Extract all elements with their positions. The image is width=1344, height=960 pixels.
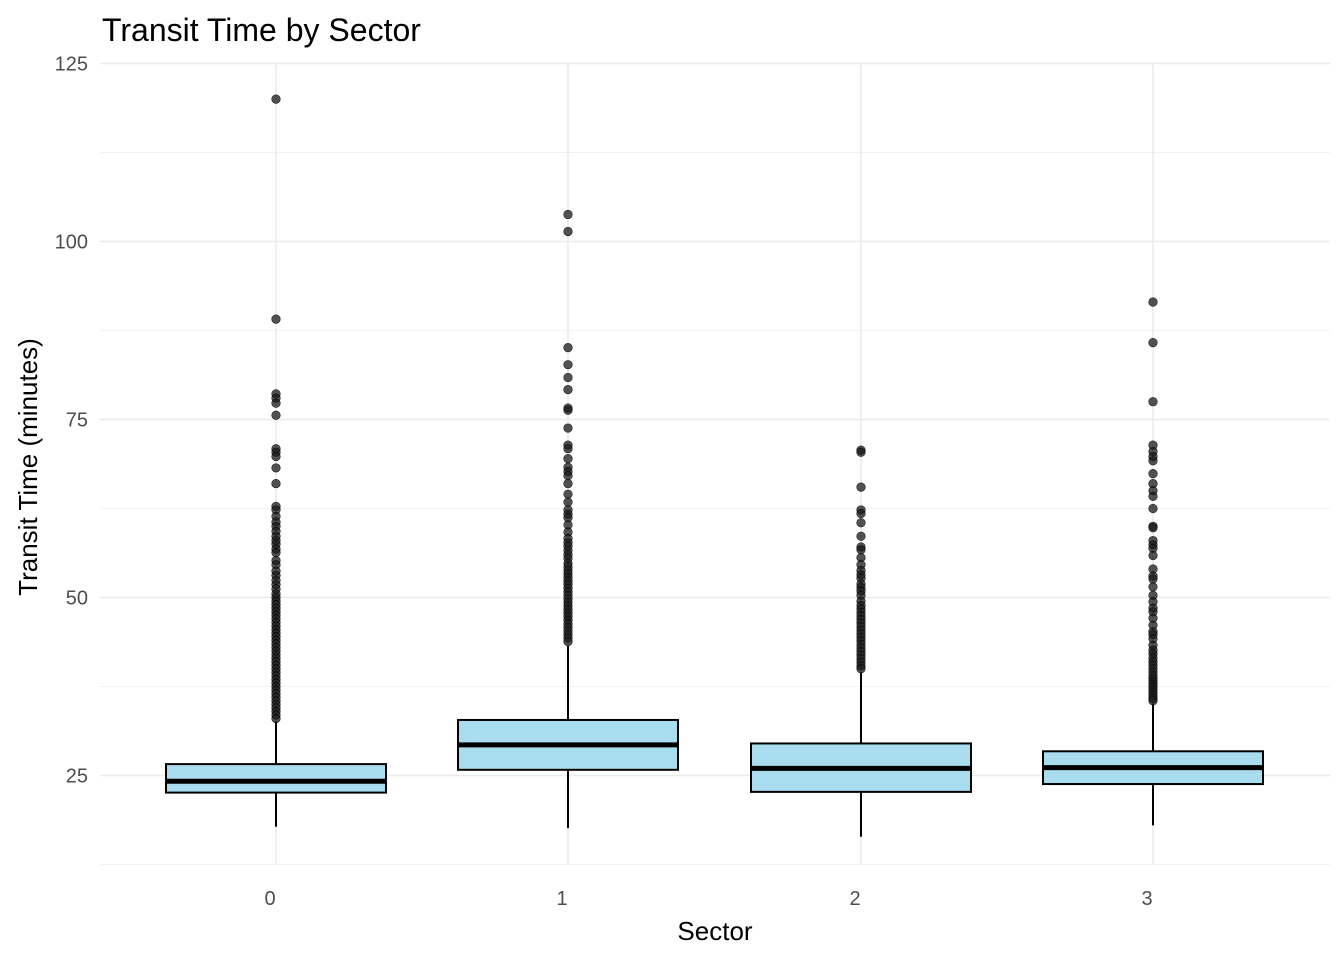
outlier-point [271, 451, 281, 462]
outlier-point [563, 226, 573, 237]
outlier-point [856, 531, 866, 541]
outlier-point [1148, 696, 1158, 706]
y-tick-label: 50 [66, 588, 88, 610]
outlier-point [563, 384, 573, 395]
outlier-point [271, 398, 281, 408]
outlier-point [1148, 574, 1158, 584]
outlier-point [271, 548, 281, 558]
outlier-point [271, 410, 281, 420]
outlier-point [1148, 523, 1158, 533]
outlier-point [563, 637, 573, 647]
x-tick-label: 3 [1141, 888, 1152, 910]
outlier-point [1148, 338, 1158, 348]
outlier-point [856, 482, 866, 492]
outlier-point [1148, 456, 1158, 466]
outlier-point [856, 447, 866, 457]
outlier-point [563, 423, 573, 433]
outlier-point [563, 454, 573, 464]
outlier-point [1148, 491, 1158, 501]
box-iqr [165, 763, 387, 794]
chart-title: Transit Time by Sector [102, 12, 421, 48]
outlier-point [563, 209, 573, 220]
outlier-point [563, 372, 573, 383]
y-axis-title: Transit Time (minutes) [13, 338, 43, 596]
outlier-point [563, 342, 573, 353]
y-tick-label: 125 [55, 54, 88, 76]
outlier-point [563, 497, 573, 507]
outlier-point [1148, 550, 1158, 561]
outlier-point [563, 478, 573, 489]
outlier-point [271, 463, 281, 473]
y-tick-label: 75 [66, 410, 88, 432]
x-axis-title: Sector [677, 916, 752, 946]
outlier-point [271, 478, 281, 489]
outlier-point [563, 405, 573, 415]
outlier-point [271, 713, 281, 724]
tick-labels: 25 50 75 100 125 0 1 2 3 [55, 54, 1153, 911]
outlier-point [1148, 397, 1158, 407]
outlier-point [1148, 582, 1158, 592]
outlier-point [856, 545, 866, 555]
x-tick-label: 0 [264, 888, 275, 910]
y-tick-label: 100 [55, 232, 88, 254]
outlier-point [563, 360, 573, 370]
outlier-point [271, 314, 281, 324]
outlier-point [856, 508, 866, 519]
x-tick-label: 2 [849, 888, 860, 910]
y-tick-label: 25 [66, 766, 88, 788]
grid-lines [100, 62, 1330, 865]
x-tick-label: 1 [556, 888, 567, 910]
outlier-point [563, 489, 573, 499]
outlier-point [856, 664, 866, 674]
outlier-point [1148, 503, 1158, 514]
outlier-points [271, 94, 1158, 724]
outlier-point [271, 94, 281, 104]
outlier-point [1148, 469, 1158, 479]
boxes [165, 645, 1264, 837]
outlier-point [563, 471, 573, 481]
outlier-point [856, 518, 866, 528]
outlier-point [1148, 297, 1158, 307]
outlier-point [563, 444, 573, 454]
